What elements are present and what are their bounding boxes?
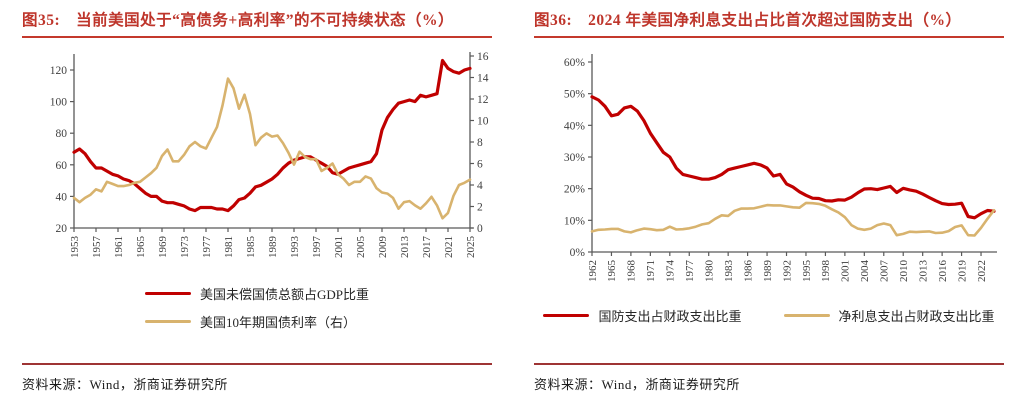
line-chart-defense-vs-interest: 0% 10% 20% 30% 40% 50% 60% 1962 1965 1968 1971 1974… [534,46,1004,298]
svg-text:10%: 10% [564,215,586,227]
svg-text:1969: 1969 [157,236,169,259]
svg-text:1998: 1998 [820,260,832,283]
svg-text:1977: 1977 [201,236,213,259]
svg-text:2021: 2021 [443,236,455,258]
svg-text:1986: 1986 [742,260,754,283]
svg-text:20%: 20% [564,184,586,196]
svg-text:2017: 2017 [421,236,433,259]
svg-text:1968: 1968 [626,260,638,283]
svg-text:1997: 1997 [311,236,323,259]
svg-text:1993: 1993 [289,236,301,259]
source-text: 资料来源：Wind，浙商证券研究所 [22,377,228,392]
svg-text:1995: 1995 [801,260,813,283]
svg-text:0%: 0% [570,247,586,259]
svg-text:1981: 1981 [223,236,235,258]
svg-text:1977: 1977 [684,260,696,283]
legend-item: 净利息支出占财政支出比重 [783,306,995,325]
figure-label: 图36: [534,12,573,29]
line-chart-debt-and-rates: 20 40 60 80 100 120 0 2 4 6 8 10 12 14 16 1953 1957 1961 1… [22,46,492,274]
title-underline [22,36,492,38]
figure-title: 图35: 当前美国处于“高债务+高利率”的不可持续状态（%） [22,10,492,31]
legend-label: 美国10年期国债利率（右） [199,315,356,330]
svg-text:2022: 2022 [976,260,988,282]
legend-label: 净利息支出占财政支出比重 [838,309,995,324]
legend-swatch [144,320,191,323]
svg-text:2007: 2007 [879,260,891,283]
svg-text:1992: 1992 [781,260,793,282]
svg-text:1973: 1973 [179,236,191,259]
legend-item: 美国10年期国债利率（右） [144,312,356,331]
svg-text:1961: 1961 [113,236,125,258]
svg-text:0: 0 [477,223,483,235]
svg-text:1971: 1971 [645,260,657,282]
svg-text:1989: 1989 [267,236,279,259]
svg-text:2013: 2013 [917,260,929,283]
title-underline [534,36,1004,38]
svg-text:2010: 2010 [898,260,910,283]
svg-text:1957: 1957 [91,236,103,259]
legend-label: 国防支出占财政支出比重 [598,309,742,324]
source-divider [22,363,492,365]
svg-text:6: 6 [477,159,483,171]
svg-text:60%: 60% [564,57,586,69]
svg-text:100: 100 [50,97,68,109]
svg-text:2004: 2004 [859,260,871,283]
svg-text:60: 60 [56,160,68,172]
svg-text:20: 20 [56,223,68,235]
legend-item: 国防支出占财政支出比重 [543,306,742,325]
figure-label: 图35: [22,12,61,29]
svg-text:2019: 2019 [956,260,968,283]
svg-text:12: 12 [477,94,489,106]
svg-text:1953: 1953 [69,236,81,259]
svg-text:8: 8 [477,137,483,149]
svg-text:2016: 2016 [937,260,949,283]
svg-text:2025: 2025 [465,236,477,259]
legend-swatch [543,314,590,317]
svg-text:1980: 1980 [704,260,716,283]
svg-text:1965: 1965 [135,236,147,259]
figure-panel-35: 图35: 当前美国处于“高债务+高利率”的不可持续状态（%） 20 40 60 80 10… [22,10,492,393]
legend-fig36: 国防支出占财政支出比重 净利息支出占财政支出比重 [534,306,1004,325]
svg-text:2001: 2001 [333,236,345,258]
svg-text:2009: 2009 [377,236,389,259]
svg-text:40: 40 [56,191,68,203]
svg-text:30%: 30% [564,152,586,164]
svg-text:1983: 1983 [723,260,735,283]
svg-text:1989: 1989 [762,260,774,283]
svg-text:50%: 50% [564,89,586,101]
svg-text:2005: 2005 [355,236,367,259]
svg-text:2013: 2013 [399,236,411,259]
svg-text:2001: 2001 [840,260,852,282]
source-text: 资料来源：Wind，浙商证券研究所 [534,377,740,392]
legend-fig35: 美国未偿国债总额占GDP比重 美国10年期国债利率（右） [144,284,369,331]
svg-text:40%: 40% [564,120,586,132]
legend-label: 美国未偿国债总额占GDP比重 [199,287,369,302]
svg-text:1974: 1974 [665,260,677,283]
svg-text:14: 14 [477,73,489,85]
figure-title-text: 当前美国处于“高债务+高利率”的不可持续状态（%） [76,12,455,29]
figure-panel-36: 图36: 2024 年美国净利息支出占比首次超过国防支出（%） 0% 10% 20% 3… [512,0,1024,401]
legend-swatch [783,314,830,317]
source-block: 资料来源：Wind，浙商证券研究所 [22,363,492,393]
svg-text:2: 2 [477,202,483,214]
svg-text:80: 80 [56,128,68,140]
svg-text:1965: 1965 [606,260,618,283]
svg-text:10: 10 [477,116,489,128]
svg-text:16: 16 [477,51,489,63]
svg-text:4: 4 [477,180,483,192]
source-divider [534,363,1004,365]
source-block: 资料来源：Wind，浙商证券研究所 [534,363,1004,393]
figure-title: 图36: 2024 年美国净利息支出占比首次超过国防支出（%） [534,10,1004,31]
figure-title-text: 2024 年美国净利息支出占比首次超过国防支出（%） [588,12,962,29]
svg-text:120: 120 [50,65,68,77]
svg-text:1985: 1985 [245,236,257,259]
legend-item: 美国未偿国债总额占GDP比重 [144,284,369,303]
svg-text:1962: 1962 [587,260,599,282]
legend-swatch [144,292,191,295]
